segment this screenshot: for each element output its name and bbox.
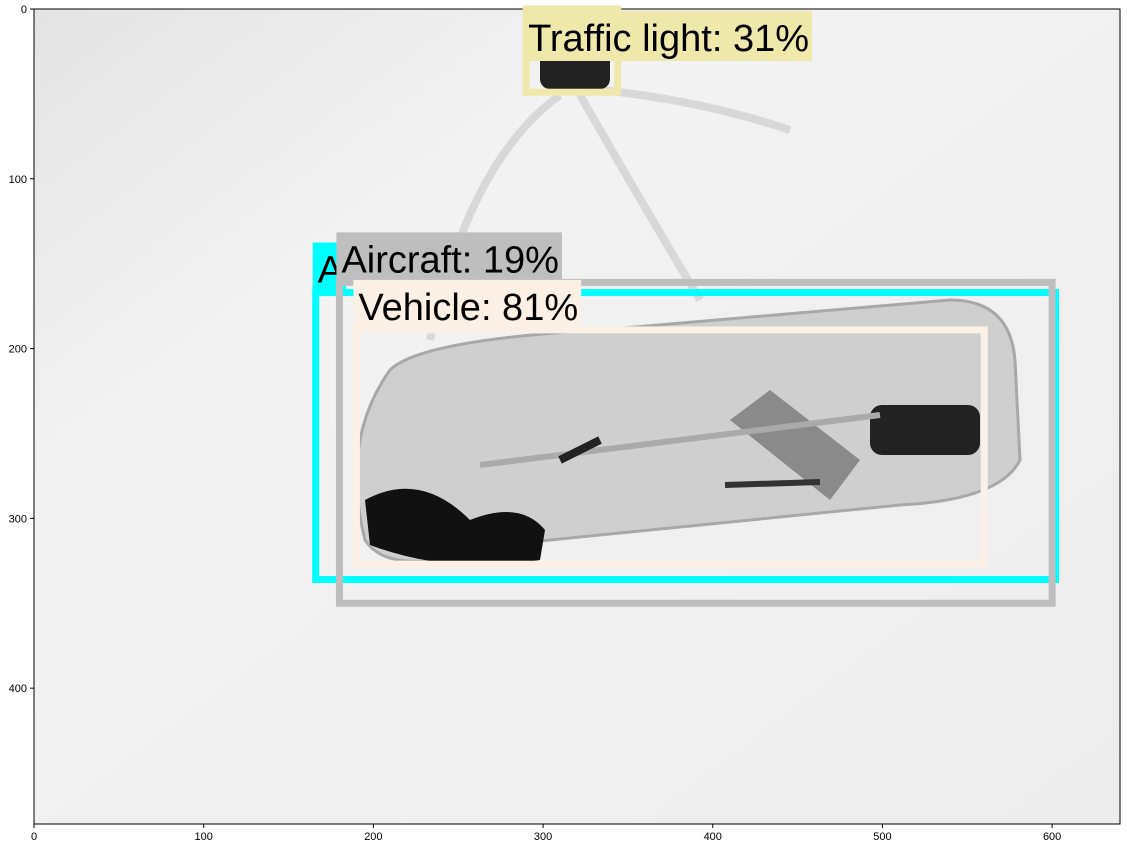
bounding-box xyxy=(352,326,988,568)
x-tick-label: 300 xyxy=(534,831,552,843)
bounding-box xyxy=(335,278,1056,607)
image xyxy=(34,9,1120,824)
blade xyxy=(730,390,860,500)
y-tick-label: 300 xyxy=(9,513,27,525)
x-tick-label: 600 xyxy=(1043,831,1061,843)
label-background xyxy=(353,279,582,330)
label-background xyxy=(523,11,812,61)
x-tick-label: 200 xyxy=(364,831,382,843)
object xyxy=(724,479,821,488)
x-tick-label: 400 xyxy=(704,831,722,843)
y-tick-label: 200 xyxy=(9,344,27,356)
keys xyxy=(365,488,545,565)
object xyxy=(558,436,602,464)
object xyxy=(870,405,980,455)
y-tick-label: 400 xyxy=(9,683,27,695)
x-tick-label: 500 xyxy=(873,831,891,843)
x-tick-label: 0 xyxy=(31,831,37,843)
box-label: Traffic light: 31% xyxy=(528,18,809,60)
box-label: Vehicle: 81% xyxy=(358,287,578,329)
x-tick-label: 100 xyxy=(195,831,213,843)
y-tick-label: 100 xyxy=(9,174,27,186)
box-label: Aircraft: 19% xyxy=(341,239,559,281)
object xyxy=(479,412,881,468)
y-tick-label: 0 xyxy=(21,4,27,16)
label-background xyxy=(336,232,562,283)
